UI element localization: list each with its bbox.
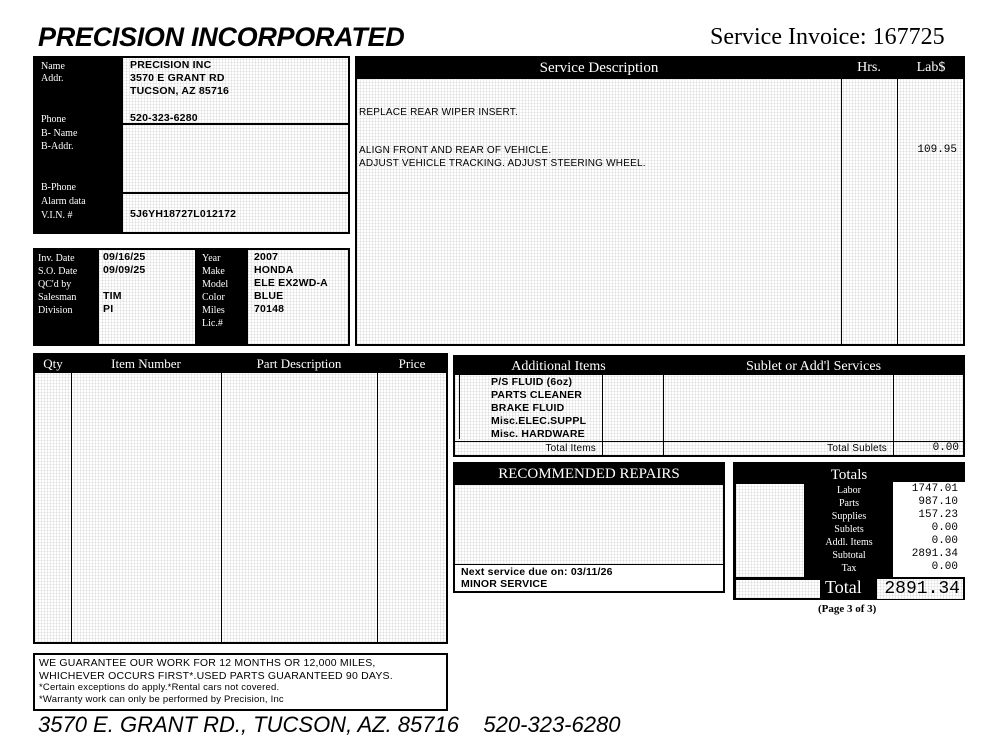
header-lab: Lab$ (916, 60, 946, 75)
totals-label: Tax (841, 563, 857, 574)
label-salesman: Salesman (38, 292, 77, 303)
label-model: Model (202, 279, 229, 290)
salesman: TIM (103, 290, 122, 302)
label-year: Year (202, 253, 221, 264)
header-item-number: Item Number (111, 356, 181, 371)
total-sublets: 0.00 (932, 442, 959, 454)
page-indicator: (Page 3 of 3) (818, 603, 877, 615)
totals-value: 0.00 (931, 535, 958, 547)
additional-items-box: Additional Items Sublet or Add'l Service… (453, 355, 965, 457)
company-name: PRECISION INCORPORATED (38, 22, 405, 52)
totals-value: 987.10 (918, 496, 958, 508)
parts-box: Qty Item Number Part Description Price (33, 353, 448, 644)
grand-total: 2891.34 (877, 579, 963, 599)
label-phone: Phone (41, 114, 66, 125)
label-addr: Addr. (41, 73, 64, 84)
header-qty: Qty (43, 356, 63, 371)
order-vehicle-box: Inv. Date S.O. Date QC'd by Salesman Div… (33, 248, 350, 346)
inv-date: 09/16/25 (103, 251, 146, 263)
footer-address: 3570 E. GRANT RD., TUCSON, AZ. 85716 520… (38, 712, 621, 737)
totals-value: 2891.34 (911, 548, 958, 560)
guarantee-line: WE GUARANTEE OUR WORK FOR 12 MONTHS OR 1… (39, 657, 376, 669)
header-additional-items: Additional Items (511, 359, 606, 374)
header-hrs: Hrs. (857, 60, 881, 75)
label-b-addr: B-Addr. (41, 141, 74, 152)
additional-item: Misc. HARDWARE (491, 428, 585, 440)
totals-box: Totals Labor 1747.01 Parts 987.10 Supplies 15… (733, 462, 965, 600)
model: ELE EX2WD-A (254, 277, 328, 289)
color: BLUE (254, 290, 284, 302)
make: HONDA (254, 264, 294, 276)
additional-item: P/S FLUID (6oz) (491, 376, 573, 388)
next-service: Next service due on: 03/11/26 (461, 566, 613, 578)
header-service-description: Service Description (539, 60, 659, 76)
so-date: 09/09/25 (103, 264, 146, 276)
customer-box: Name Addr. Phone B- Name B-Addr. B-Phone… (33, 56, 350, 234)
service-description-box: Service Description Hrs. Lab$ REPLACE RE… (355, 56, 965, 346)
label-alarm: Alarm data (41, 196, 86, 207)
labor-amount: 109.95 (917, 144, 957, 156)
totals-label: Parts (839, 498, 859, 509)
total-label: Total (825, 577, 862, 597)
label-name: Name (41, 61, 65, 72)
additional-item: PARTS CLEANER (491, 389, 583, 401)
label-b-phone: B-Phone (41, 182, 76, 193)
customer-name: PRECISION INC (130, 59, 212, 71)
customer-addr1: 3570 E GRANT RD (130, 72, 225, 84)
label-inv-date: Inv. Date (38, 253, 75, 264)
header-sublet: Sublet or Add'l Services (745, 359, 882, 374)
totals-value: 1747.01 (911, 483, 958, 495)
recommended-repairs-box: RECOMMENDED REPAIRS Next service due on:… (453, 462, 725, 593)
year: 2007 (254, 251, 279, 263)
totals-label: Addl. Items (825, 537, 873, 548)
label-qc: QC'd by (38, 279, 72, 290)
header-part-description: Part Description (256, 356, 342, 371)
label-b-name: B- Name (41, 128, 78, 139)
header-recommended: RECOMMENDED REPAIRS (455, 464, 723, 485)
label-lic: Lic.# (202, 318, 223, 329)
label-so-date: S.O. Date (38, 266, 78, 277)
totals-label: Subtotal (832, 550, 866, 561)
invoice-number: Service Invoice: 167725 (710, 24, 945, 50)
vin: 5J6YH18727L012172 (130, 208, 237, 220)
total-items-label: Total Items (545, 443, 596, 454)
customer-phone: 520-323-6280 (130, 112, 198, 124)
guarantee-line: *Certain exceptions do apply.*Rental car… (39, 682, 280, 693)
customer-addr2: TUCSON, AZ 85716 (130, 85, 230, 97)
service-type: MINOR SERVICE (461, 578, 548, 590)
header-price: Price (398, 356, 426, 371)
service-line: ALIGN FRONT AND REAR OF VEHICLE. (359, 145, 552, 156)
additional-item: BRAKE FLUID (491, 402, 565, 414)
miles: 70148 (254, 303, 285, 315)
guarantee-line: WHICHEVER OCCURS FIRST*.USED PARTS GUARA… (39, 669, 393, 682)
label-miles: Miles (202, 305, 225, 316)
guarantee-line: *Warranty work can only be performed by … (39, 694, 284, 705)
service-line: REPLACE REAR WIPER INSERT. (359, 107, 518, 118)
totals-label: Supplies (831, 511, 867, 522)
label-color: Color (202, 292, 225, 303)
total-sublets-label: Total Sublets (827, 443, 887, 454)
service-line: ADJUST VEHICLE TRACKING. ADJUST STEERING… (359, 158, 646, 169)
label-vin: V.I.N. # (41, 210, 73, 221)
totals-value: 157.23 (918, 509, 958, 521)
additional-item: Misc.ELEC.SUPPL (491, 415, 587, 427)
totals-value: 0.00 (931, 522, 958, 534)
guarantee-box: WE GUARANTEE OUR WORK FOR 12 MONTHS OR 1… (33, 653, 448, 711)
header-totals: Totals (830, 467, 868, 483)
totals-label: Sublets (834, 524, 864, 535)
totals-value: 0.00 (931, 561, 958, 573)
label-make: Make (202, 266, 225, 277)
label-division: Division (38, 305, 73, 316)
division: PI (103, 303, 114, 315)
totals-label: Labor (837, 485, 861, 496)
